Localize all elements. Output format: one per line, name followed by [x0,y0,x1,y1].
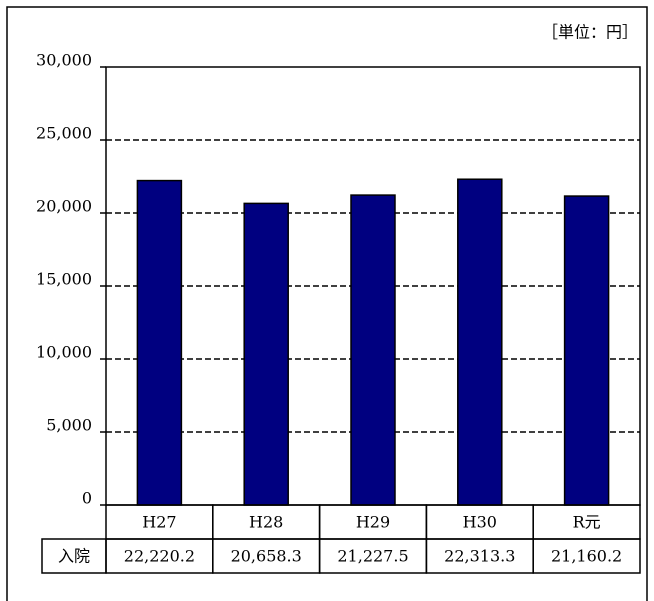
y-tick-label: 20,000 [36,197,92,216]
y-tick-label: 5,000 [46,416,92,435]
y-tick-label: 10,000 [36,343,92,362]
bar [563,195,610,506]
x-tick-label: R元 [573,513,601,532]
x-tick-label: H27 [142,513,176,532]
table-cell [532,504,641,540]
value-label: 21,227.5 [337,547,408,566]
bar [350,194,396,506]
x-tick-label: H30 [463,513,497,532]
x-tick-label: H28 [249,513,283,532]
unit-label: ［単位：円］ [542,23,638,42]
bar [457,178,503,506]
y-tick-label: 30,000 [36,51,92,70]
value-label: 21,160.2 [551,547,622,566]
value-label: 22,313.3 [444,547,515,566]
y-tick-label: 25,000 [36,124,92,143]
value-label: 22,220.2 [124,547,195,566]
bar [243,202,289,506]
x-tick-label: H29 [356,513,390,532]
outer-frame [6,6,648,601]
y-tick-label: 15,000 [36,270,92,289]
bar [136,179,183,506]
y-tick-label: 0 [82,489,92,508]
legend-label: 入院 [58,547,90,566]
value-label: 20,658.3 [231,547,302,566]
